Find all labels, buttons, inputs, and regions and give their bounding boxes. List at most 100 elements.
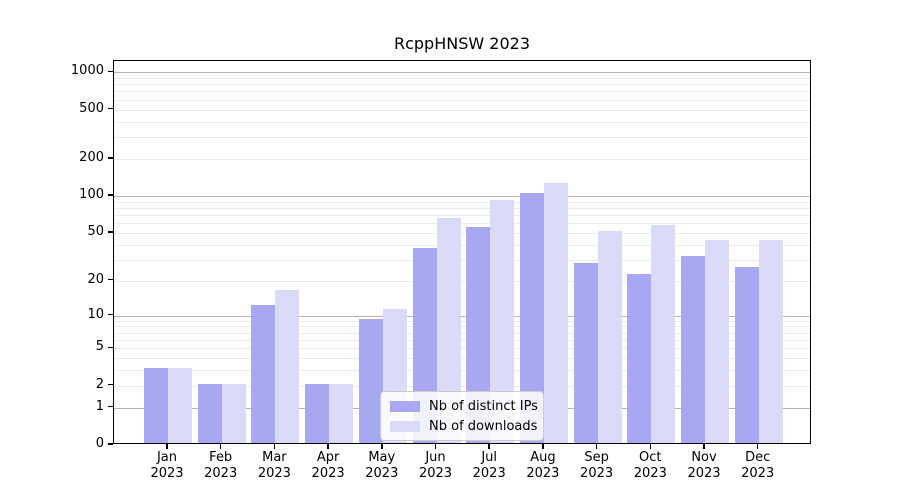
legend: Nb of distinct IPs Nb of downloads — [380, 391, 544, 441]
gridline-minor — [114, 370, 810, 372]
x-tick-label: Oct 2023 — [633, 450, 667, 481]
gridline-minor — [114, 77, 810, 79]
gridline-minor — [114, 91, 810, 93]
x-tick-label: Jul 2023 — [472, 450, 506, 481]
bar-downloads-aug — [543, 182, 568, 443]
x-tick-label: Sep 2023 — [580, 450, 614, 481]
x-tick-mark — [434, 444, 437, 449]
bar-distinct-ips-sep — [573, 263, 598, 443]
plot-area: Nb of distinct IPs Nb of downloads — [113, 60, 811, 444]
gridline-major — [114, 72, 810, 74]
gridline-minor — [114, 158, 810, 160]
x-tick-mark — [219, 444, 222, 449]
y-tick-label: 5 — [95, 339, 104, 355]
gridline-minor — [114, 320, 810, 322]
x-tick-mark — [273, 444, 276, 449]
x-tick-label: Apr 2023 — [311, 450, 345, 481]
x-tick-label: Aug 2023 — [526, 450, 560, 481]
bar-distinct-ips-apr — [305, 383, 330, 443]
legend-swatch-distinct-ips — [390, 400, 420, 412]
y-tick-mark — [108, 405, 113, 408]
legend-row-distinct-ips: Nb of distinct IPs — [390, 397, 538, 415]
x-tick-label: Jun 2023 — [418, 450, 453, 481]
gridline-minor — [114, 223, 810, 225]
legend-swatch-downloads — [390, 420, 420, 432]
bar-downloads-dec — [758, 240, 783, 443]
y-tick-mark — [108, 70, 113, 73]
legend-row-downloads: Nb of downloads — [390, 417, 538, 435]
x-tick-mark — [703, 444, 705, 449]
bar-downloads-nov — [705, 240, 729, 443]
gridline-minor — [114, 332, 810, 334]
x-tick-mark — [756, 444, 759, 449]
x-tick-mark — [488, 444, 490, 449]
y-tick-mark — [108, 107, 113, 110]
chart-title: RcppHNSW 2023 — [393, 34, 530, 53]
y-tick-label: 2 — [95, 376, 104, 392]
gridline-minor — [114, 280, 810, 282]
bar-downloads-apr — [329, 383, 354, 443]
gridline-minor — [114, 137, 810, 139]
y-tick-label: 100 — [79, 187, 104, 202]
x-tick-label: Nov 2023 — [687, 450, 721, 481]
gridline-minor — [114, 358, 810, 360]
y-tick-label: 1000 — [70, 63, 104, 79]
y-tick-mark — [108, 231, 113, 233]
gridline-minor — [114, 340, 810, 342]
y-tick-label: 20 — [87, 271, 104, 287]
legend-label-downloads: Nb of downloads — [429, 418, 538, 434]
bar-downloads-jan — [168, 368, 192, 443]
y-tick-mark — [108, 313, 113, 316]
gridline-minor — [114, 99, 810, 101]
gridline-minor — [114, 121, 810, 123]
y-tick-label: 10 — [87, 306, 104, 322]
gridline-minor — [114, 259, 810, 261]
y-tick-label: 500 — [79, 100, 104, 116]
y-tick-mark — [108, 383, 113, 386]
x-tick-label: Dec 2023 — [741, 450, 775, 481]
gridline-minor — [114, 207, 810, 209]
gridline-minor — [114, 109, 810, 111]
bar-downloads-sep — [597, 230, 622, 443]
bar-distinct-ips-may — [358, 318, 383, 443]
x-tick-mark — [327, 444, 329, 449]
y-tick-label: 200 — [79, 149, 104, 165]
bar-distinct-ips-nov — [681, 256, 705, 443]
y-tick-mark — [108, 443, 113, 445]
y-tick-mark — [108, 278, 113, 281]
gridline-minor — [114, 348, 810, 350]
bar-downloads-feb — [221, 383, 246, 443]
x-tick-mark — [542, 444, 544, 449]
y-tick-mark — [108, 346, 113, 349]
gridline-major — [114, 196, 810, 197]
bar-distinct-ips-feb — [197, 383, 222, 443]
gridline-minor — [114, 215, 810, 217]
bar-distinct-ips-mar — [251, 304, 276, 443]
y-tick-label: 1 — [95, 398, 104, 414]
bar-distinct-ips-dec — [734, 267, 759, 443]
x-tick-mark — [595, 444, 598, 449]
legend-label-distinct-ips: Nb of distinct IPs — [429, 398, 538, 414]
y-tick-mark — [108, 157, 113, 159]
gridline-minor — [114, 244, 810, 246]
x-tick-mark — [166, 444, 168, 449]
bar-downloads-oct — [651, 224, 676, 443]
gridline-minor — [114, 201, 810, 203]
y-tick-mark — [108, 194, 113, 196]
x-tick-label: Jan 2023 — [150, 450, 184, 481]
x-tick-label: May 2023 — [365, 450, 399, 481]
y-tick-label: 0 — [95, 436, 104, 451]
gridline-minor — [114, 326, 810, 328]
gridline-minor — [114, 385, 810, 387]
x-tick-label: Mar 2023 — [257, 450, 291, 481]
y-tick-label: 50 — [87, 223, 104, 239]
bar-downloads-mar — [275, 290, 300, 443]
x-tick-label: Feb 2023 — [204, 450, 238, 481]
bar-distinct-ips-oct — [627, 273, 652, 443]
gridline-minor — [114, 84, 810, 86]
bar-distinct-ips-jan — [144, 368, 168, 443]
gridline-minor — [114, 232, 810, 234]
gridline-major — [114, 315, 810, 317]
x-tick-mark — [649, 444, 652, 449]
